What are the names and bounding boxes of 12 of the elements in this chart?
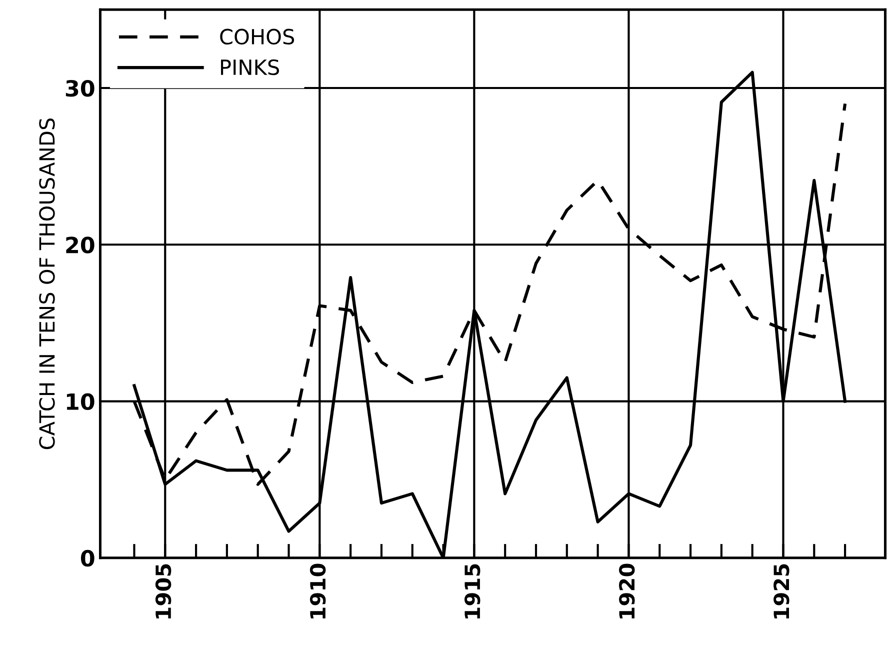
x-tick-label: 1905 xyxy=(155,564,172,618)
legend-label: COHOS xyxy=(220,28,294,45)
x-tick-label: 1910 xyxy=(310,564,326,618)
x-tick-label: 1925 xyxy=(774,564,790,618)
legend-label: PINKS xyxy=(221,59,279,76)
y-tick-label: 20 xyxy=(66,236,94,254)
y-tick-label: 10 xyxy=(66,393,94,410)
y-axis-title: CATCH IN TENS OF THOUSANDS xyxy=(39,118,55,450)
y-tick-label: 30 xyxy=(66,80,94,97)
y-tick-label: 0 xyxy=(80,550,94,567)
x-tick-label: 1915 xyxy=(464,564,480,618)
x-tick-label: 1920 xyxy=(619,564,635,618)
